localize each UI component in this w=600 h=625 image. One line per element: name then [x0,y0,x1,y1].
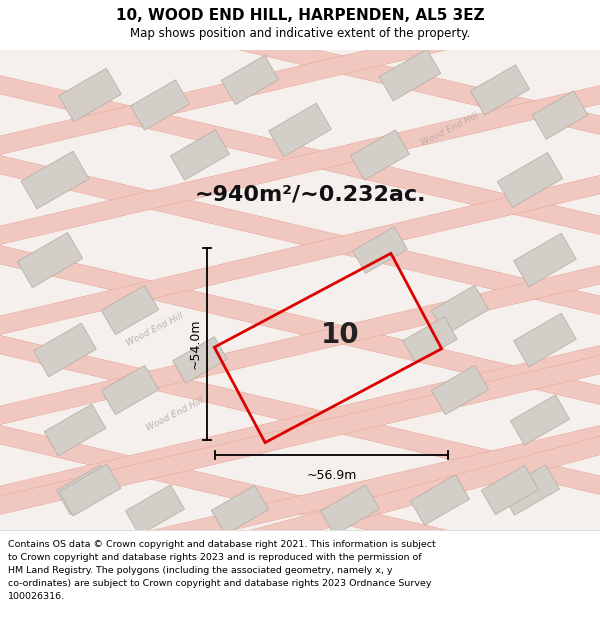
Polygon shape [0,421,600,589]
Bar [0,50,600,530]
Polygon shape [59,464,121,516]
Polygon shape [431,286,488,334]
Polygon shape [0,151,600,319]
Polygon shape [34,323,97,377]
Polygon shape [173,337,227,383]
Text: ~940m²/~0.232ac.: ~940m²/~0.232ac. [194,185,426,205]
Text: ~54.0m: ~54.0m [188,319,202,369]
Text: 10: 10 [320,321,359,349]
Polygon shape [221,56,278,104]
Polygon shape [0,331,600,499]
Text: Wood End Hill: Wood End Hill [420,112,480,148]
Text: 10, WOOD END HILL, HARPENDEN, AL5 3EZ: 10, WOOD END HILL, HARPENDEN, AL5 3EZ [116,8,484,22]
Bar [0,530,600,625]
Polygon shape [56,466,113,514]
Text: 100026316.: 100026316. [8,592,65,601]
Text: Contains OS data © Crown copyright and database right 2021. This information is : Contains OS data © Crown copyright and d… [8,540,436,549]
Polygon shape [470,65,530,115]
Polygon shape [497,152,563,208]
Polygon shape [514,313,577,367]
Polygon shape [269,103,331,157]
Polygon shape [431,366,488,414]
Polygon shape [125,485,185,535]
Polygon shape [0,0,600,159]
Polygon shape [320,485,380,535]
Text: to Crown copyright and database rights 2023 and is reproduced with the permissio: to Crown copyright and database rights 2… [8,553,422,562]
Polygon shape [101,366,158,414]
Polygon shape [481,466,539,514]
Polygon shape [353,227,407,273]
Polygon shape [170,130,230,180]
Polygon shape [410,475,470,525]
Polygon shape [350,130,410,180]
Polygon shape [0,81,600,249]
Polygon shape [0,341,600,509]
Polygon shape [21,151,89,209]
Polygon shape [0,0,600,139]
Polygon shape [0,241,600,409]
Text: co-ordinates) are subject to Crown copyright and database rights 2023 Ordnance S: co-ordinates) are subject to Crown copyr… [8,579,431,588]
Bar [0,0,600,50]
Polygon shape [44,404,106,456]
Polygon shape [403,317,457,363]
Polygon shape [511,395,569,445]
Polygon shape [500,465,560,515]
Text: ~56.9m: ~56.9m [307,469,356,482]
Text: Wood End Hill: Wood End Hill [145,397,205,433]
Polygon shape [59,68,121,122]
Polygon shape [379,49,441,101]
Polygon shape [0,71,600,239]
Polygon shape [211,486,269,534]
Polygon shape [0,171,600,339]
Polygon shape [98,431,600,589]
Polygon shape [101,286,158,334]
Polygon shape [532,91,588,139]
Polygon shape [0,421,600,589]
Polygon shape [0,351,600,519]
Text: Wood End Hill: Wood End Hill [125,312,185,348]
Polygon shape [17,232,83,288]
Text: HM Land Registry. The polygons (including the associated geometry, namely x, y: HM Land Registry. The polygons (includin… [8,566,392,575]
Polygon shape [0,261,600,429]
Text: Map shows position and indicative extent of the property.: Map shows position and indicative extent… [130,26,470,39]
Polygon shape [514,233,577,287]
Polygon shape [130,80,190,130]
